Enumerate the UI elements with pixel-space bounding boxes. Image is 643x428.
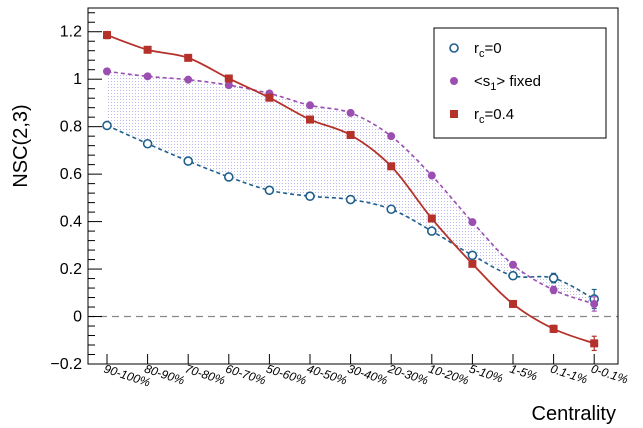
y-tick-label: 0.8 [60, 119, 82, 136]
data-point [426, 226, 437, 236]
plot-frame [87, 7, 619, 365]
data-point [467, 250, 478, 261]
data-point [548, 273, 559, 283]
x-tick-label: 40-50% [305, 362, 349, 388]
data-point [427, 214, 436, 223]
legend-marker [450, 77, 458, 85]
data-point [509, 260, 517, 269]
x-axis-ticks: 90-100%80-90%70-80%60-70%50-60%40-50%30-… [102, 354, 630, 390]
data-point [102, 120, 112, 131]
data-point [184, 75, 193, 84]
legend-label: rc=0.4 [474, 106, 514, 126]
band-area [107, 71, 595, 304]
data-point [386, 204, 397, 215]
data-point [508, 270, 518, 281]
data-point [346, 130, 355, 139]
x-tick-label: 60-70% [224, 362, 268, 388]
y-tick-label: 0.2 [60, 261, 82, 278]
data-point [387, 162, 396, 171]
x-tick-label: 5-10% [467, 362, 505, 386]
y-tick-label: 0.4 [60, 214, 82, 231]
x-tick-label: 0-0.1% [589, 362, 630, 387]
x-tick-label: 20-30% [385, 361, 430, 388]
data-point [224, 74, 233, 83]
x-tick-label: 10-20% [427, 362, 471, 388]
x-tick-label: 70-80% [183, 362, 227, 388]
y-tick-label: 1.2 [60, 24, 82, 41]
data-point [224, 81, 233, 90]
y-tick-label: 0 [73, 309, 82, 326]
legend-label: rc=0 [474, 40, 502, 60]
x-tick-label: 1-5% [508, 362, 539, 384]
data-point [590, 299, 599, 308]
legend-marker [449, 43, 459, 53]
data-point [387, 132, 396, 141]
legend-box [433, 27, 607, 139]
data-point [265, 93, 274, 102]
data-point [184, 53, 193, 62]
data-point [183, 156, 193, 166]
data-point [590, 339, 599, 348]
x-tick-label: 30-40% [346, 362, 390, 388]
x-tick-label: 0.1-1% [549, 362, 590, 387]
y-tick-label: 0.6 [60, 166, 82, 183]
data-point [306, 101, 314, 110]
legend-marker [450, 110, 458, 118]
legend-label: <s1> fixed [474, 73, 541, 93]
series-1 [103, 67, 599, 312]
data-point [142, 138, 153, 149]
data-point [103, 31, 111, 40]
data-point [305, 191, 315, 202]
data-point [143, 45, 152, 54]
y-tick-label: 1 [73, 71, 82, 88]
x-axis-title: Centrality [532, 403, 616, 425]
data-point [224, 172, 234, 182]
data-point [306, 115, 314, 124]
y-axis-title: NSC(2,3) [10, 104, 32, 187]
legend: rc=0 <s1> fixed rc=0.4 [433, 27, 607, 139]
data-point [509, 299, 517, 308]
data-point [427, 171, 436, 180]
data-point [468, 218, 477, 227]
series-2 [103, 30, 599, 352]
uncertainty-band [107, 71, 595, 304]
x-tick-label: 50-60% [264, 362, 308, 388]
data-point [264, 185, 275, 196]
series-group [102, 30, 600, 352]
y-tick-label: −0.2 [50, 356, 82, 373]
data-point [346, 108, 355, 117]
data-point [549, 285, 558, 294]
data-point [345, 194, 356, 205]
data-point [103, 67, 111, 76]
data-point [468, 259, 477, 268]
data-point [549, 324, 558, 333]
y-axis-ticks: −0.2 0 0.2 0.4 0.6 0.8 1 1.2 [50, 12, 102, 373]
data-point [143, 72, 152, 81]
